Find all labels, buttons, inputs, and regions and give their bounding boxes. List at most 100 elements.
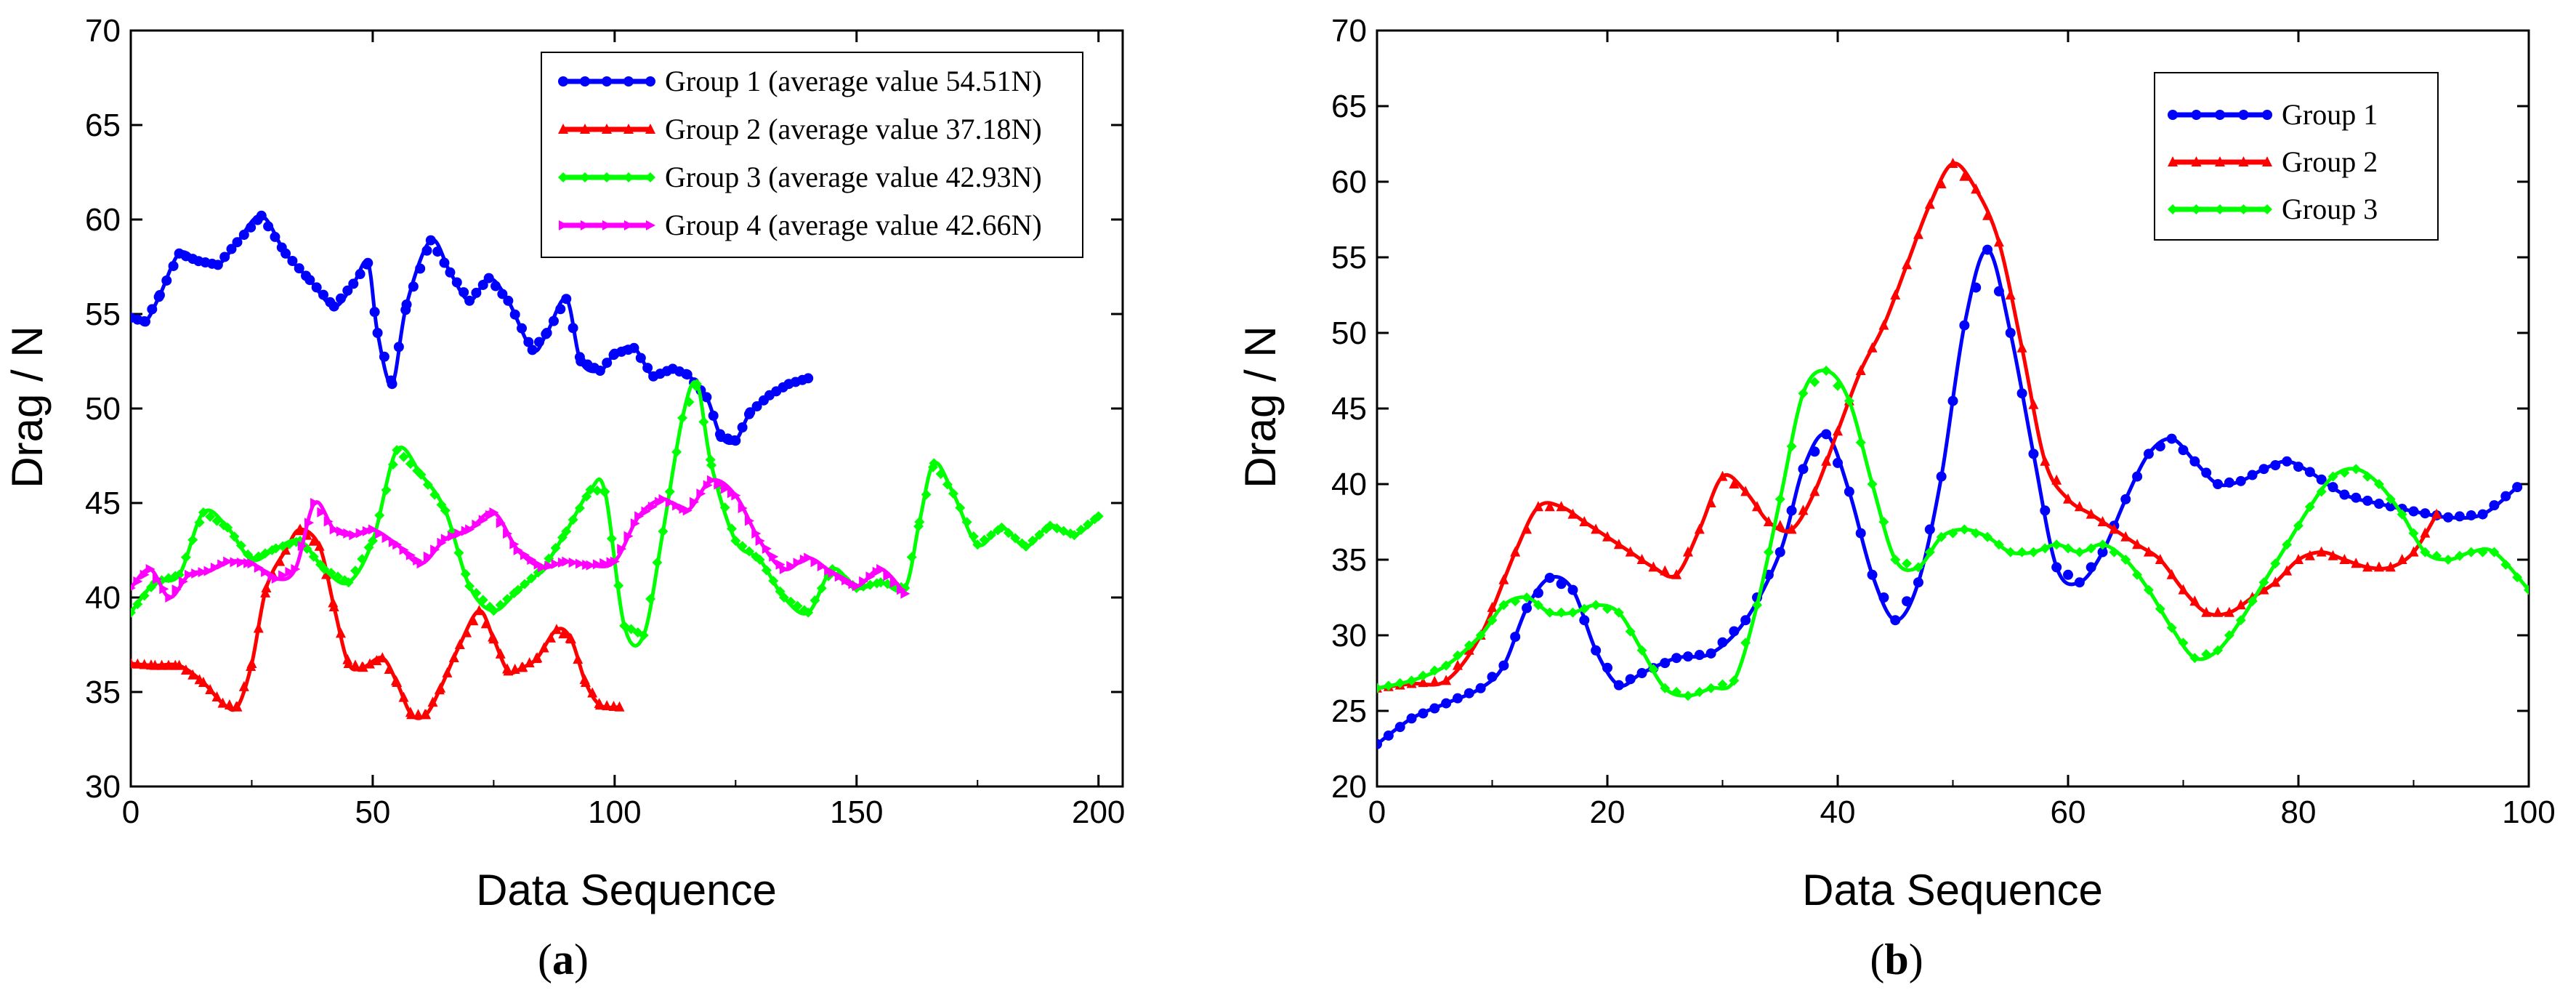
data-point (2168, 156, 2178, 166)
data-point (1671, 687, 1682, 697)
data-point (465, 524, 475, 535)
data-point (638, 630, 649, 640)
data-point (1579, 603, 1590, 614)
data-point (1377, 683, 1382, 693)
data-point (2213, 479, 2224, 489)
data-point (559, 220, 568, 230)
data-point (427, 696, 438, 707)
data-point (235, 540, 246, 551)
data-point (2178, 445, 2189, 456)
data-point (1993, 236, 2004, 247)
data-point (737, 422, 748, 432)
data-point (706, 460, 717, 470)
data-point (532, 652, 543, 663)
data-point (2028, 448, 2039, 459)
data-point (1947, 528, 1958, 539)
data-point (454, 528, 464, 539)
data-point (326, 568, 336, 579)
data-point (362, 526, 372, 536)
data-point (671, 446, 682, 457)
data-point (2489, 547, 2500, 558)
data-point (495, 600, 506, 611)
data-point (2040, 505, 2051, 516)
data-point (533, 337, 544, 347)
data-point (1936, 531, 1947, 542)
data-point (2224, 630, 2234, 640)
data-point (574, 502, 585, 513)
data-point (2293, 462, 2304, 472)
data-point (658, 526, 669, 536)
data-point (613, 580, 624, 591)
x-tick-label: 150 (830, 794, 883, 830)
data-point (1498, 600, 1509, 611)
data-point (328, 301, 339, 312)
data-point (477, 595, 488, 605)
data-point (2524, 584, 2529, 595)
data-point (1855, 528, 1866, 539)
data-point (2120, 531, 2131, 542)
data-point (343, 528, 353, 539)
data-point (2191, 156, 2202, 166)
data-point (580, 172, 590, 182)
legend-label: Group 1 (average value 54.51N) (665, 65, 1042, 97)
data-point (2213, 645, 2224, 656)
data-point (1591, 523, 1602, 534)
data-point (145, 564, 156, 574)
data-point (2247, 470, 2258, 480)
data-point (335, 293, 346, 304)
data-point (460, 568, 471, 579)
data-point (1418, 677, 1429, 688)
data-point (1821, 366, 1832, 376)
data-point (509, 309, 520, 320)
data-point (2385, 494, 2396, 504)
data-point (2373, 561, 2384, 572)
series-3 (1377, 366, 2529, 701)
data-point (295, 523, 306, 534)
data-point (1774, 547, 1785, 558)
data-point (2466, 547, 2476, 558)
y-axis-label: Drag / N (3, 326, 52, 488)
data-point (1441, 660, 1452, 671)
data-point (1682, 691, 1693, 701)
data-point (416, 470, 427, 480)
data-point (2086, 508, 2096, 519)
data-point (2477, 547, 2488, 558)
data-point (575, 558, 585, 569)
data-point (2304, 467, 2315, 478)
data-point (2063, 493, 2073, 504)
data-point (335, 627, 346, 638)
data-point (2351, 492, 2362, 503)
data-point (558, 124, 568, 134)
data-point (524, 657, 535, 668)
data-point (364, 658, 375, 669)
data-point (900, 588, 911, 599)
data-point (1924, 547, 1935, 558)
data-point (1602, 531, 1612, 542)
data-point (2109, 523, 2120, 534)
data-point (401, 299, 412, 310)
data-point (198, 677, 209, 687)
data-point (526, 573, 537, 584)
data-point (496, 518, 506, 528)
data-point (2373, 499, 2384, 510)
data-point (2397, 554, 2407, 564)
data-point (762, 543, 772, 554)
data-point (1833, 380, 1843, 391)
data-point (682, 505, 693, 516)
data-point (2362, 471, 2373, 482)
data-point (2362, 561, 2373, 572)
data-point (440, 534, 451, 544)
data-point (1522, 523, 1533, 534)
data-point (2512, 482, 2523, 493)
data-point (503, 528, 513, 539)
data-point (2235, 615, 2246, 626)
data-point (150, 659, 161, 670)
data-point (2178, 637, 2189, 648)
data-point (1510, 546, 1521, 557)
data-point (2178, 584, 2189, 595)
data-point (1441, 698, 1452, 709)
data-point (369, 307, 380, 318)
data-point (132, 658, 143, 669)
data-point (1867, 569, 1878, 580)
